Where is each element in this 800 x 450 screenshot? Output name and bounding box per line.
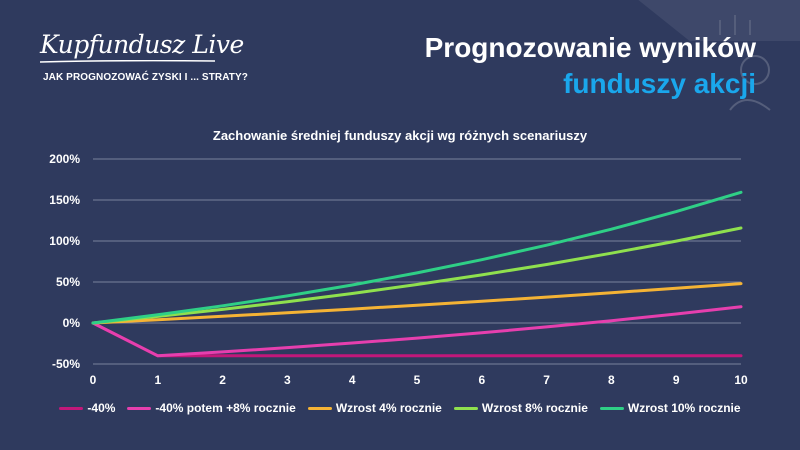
series-line — [91, 282, 743, 325]
y-tick-label: 100% — [49, 234, 80, 248]
series-line — [91, 305, 743, 358]
x-tick-label: 3 — [284, 373, 291, 387]
legend-label: Wzrost 10% rocznie — [627, 401, 741, 415]
x-tick-label: 1 — [154, 373, 161, 387]
legend-label: Wzrost 4% rocznie — [335, 401, 442, 415]
page-subtitle: JAK PROGNOZOWAĆ ZYSKI I ... STRATY? — [43, 72, 248, 83]
chart-legend: -40% -40% potem +8% rocznie Wzrost 4% rocz… — [0, 401, 800, 415]
legend-label: -40% — [87, 401, 116, 415]
brand-logo: Kupfundusz Live — [40, 30, 244, 59]
legend-swatch — [453, 406, 478, 410]
legend-swatch — [307, 406, 332, 410]
x-tick-label: 0 — [90, 373, 97, 387]
y-tick-label: 150% — [49, 193, 80, 207]
x-tick-label: 10 — [734, 373, 748, 387]
x-tick-label: 8 — [608, 373, 615, 387]
y-tick-label: 50% — [56, 275, 80, 289]
x-tick-label: 4 — [349, 373, 356, 387]
x-tick-label: 6 — [478, 373, 485, 387]
series-line — [91, 226, 743, 325]
legend-item: -40% — [59, 401, 115, 415]
legend-swatch — [127, 406, 152, 410]
chart-title: Zachowanie średniej funduszy akcji wg ró… — [212, 128, 588, 143]
page-title-line1: Prognozowanie wyników — [424, 32, 756, 63]
legend-item: Wzrost 10% rocznie — [599, 401, 741, 415]
legend-label: -40% potem +8% rocznie — [155, 401, 296, 415]
x-tick-label: 2 — [219, 373, 226, 387]
y-tick-label: 0% — [63, 316, 81, 330]
series-line — [91, 321, 743, 358]
y-tick-label: -50% — [52, 357, 80, 371]
legend-swatch — [599, 406, 624, 410]
legend-item: -40% potem +8% rocznie — [127, 401, 296, 415]
x-tick-label: 7 — [543, 373, 550, 387]
series-line — [91, 190, 743, 325]
legend-label: Wzrost 8% rocznie — [481, 401, 588, 415]
logo-underline — [40, 60, 215, 63]
y-tick-label: 200% — [49, 152, 80, 166]
legend-item: Wzrost 4% rocznie — [307, 401, 442, 415]
legend-item: Wzrost 8% rocznie — [453, 401, 588, 415]
x-tick-label: 5 — [414, 373, 421, 387]
legend-swatch — [59, 406, 84, 410]
page-title-line2: funduszy akcji — [563, 68, 756, 99]
x-tick-label: 9 — [673, 373, 680, 387]
